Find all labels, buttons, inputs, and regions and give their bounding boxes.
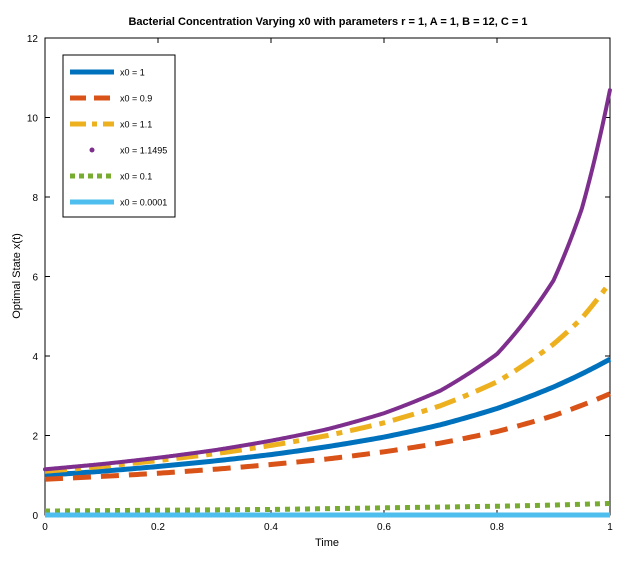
x-tick-label: 0.6 [377, 522, 391, 533]
legend-label-1: x0 = 0.9 [120, 94, 152, 104]
legend-label-2: x0 = 1.1 [120, 120, 152, 130]
legend-label-0: x0 = 1 [120, 68, 145, 78]
legend-label-5: x0 = 0.0001 [120, 198, 167, 208]
x-tick-label: 1 [607, 522, 613, 533]
legend: x0 = 1 x0 = 0.9 x0 = 1.1 x0 = 1.1495 x0 = 0.… [62, 54, 176, 218]
series-line-0 [44, 356, 612, 478]
series-line-3 [43, 87, 612, 472]
x-tick-label: 0.4 [264, 522, 278, 533]
y-tick-label: 8 [32, 193, 38, 204]
x-tick-label: 0.2 [151, 522, 165, 533]
series-layer [43, 87, 613, 518]
legend-label-3: x0 = 1.1495 [120, 146, 167, 156]
y-tick-label: 10 [27, 114, 39, 125]
x-axis-label: Time [315, 537, 339, 549]
y-axis-label: Optimal State x(t) [11, 233, 23, 319]
y-tick-label: 6 [32, 273, 38, 284]
series-line-1 [44, 391, 611, 482]
legend-swatch-3 [89, 147, 95, 153]
y-tick-label: 0 [32, 511, 38, 522]
y-tick-label: 2 [32, 432, 38, 443]
legend-label-4: x0 = 0.1 [120, 172, 152, 182]
series-line-2 [44, 280, 613, 474]
x-tick-label: 0 [42, 522, 48, 533]
y-axis: 0 2 4 6 8 10 12 [27, 34, 610, 522]
series-line-4 [44, 500, 611, 514]
chart-title: Bacterial Concentration Varying x0 with … [128, 16, 527, 28]
legend-box [62, 54, 176, 218]
x-tick-label: 0.8 [490, 522, 504, 533]
y-tick-label: 4 [32, 352, 38, 363]
y-tick-label: 12 [27, 34, 39, 45]
